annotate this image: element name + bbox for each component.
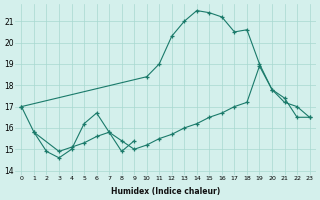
X-axis label: Humidex (Indice chaleur): Humidex (Indice chaleur) [111,187,220,196]
